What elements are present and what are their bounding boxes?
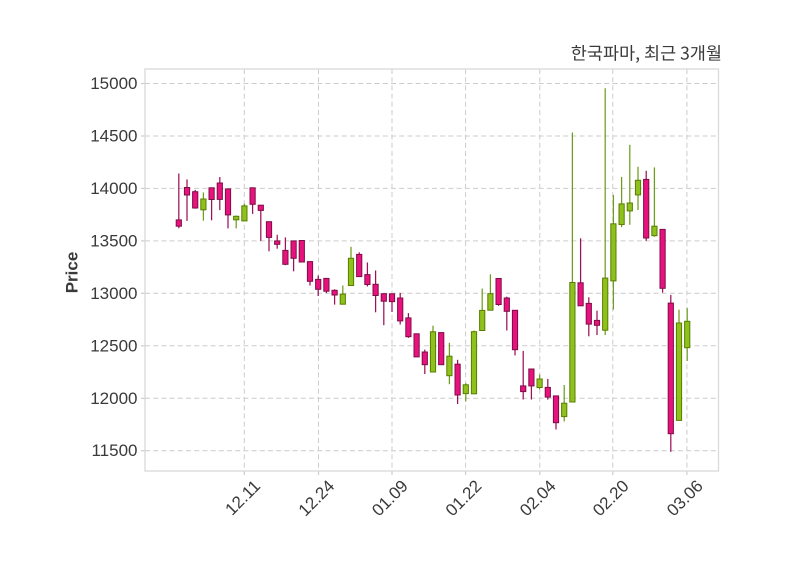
svg-text:14500: 14500 [90, 127, 137, 146]
svg-text:Price: Price [63, 252, 82, 294]
svg-text:13000: 13000 [90, 284, 137, 303]
svg-text:11500: 11500 [91, 441, 137, 460]
svg-text:15000: 15000 [90, 74, 137, 93]
svg-text:12000: 12000 [90, 389, 137, 408]
svg-text:13500: 13500 [90, 231, 137, 250]
svg-text:14000: 14000 [90, 179, 137, 198]
svg-text:12500: 12500 [90, 336, 137, 355]
